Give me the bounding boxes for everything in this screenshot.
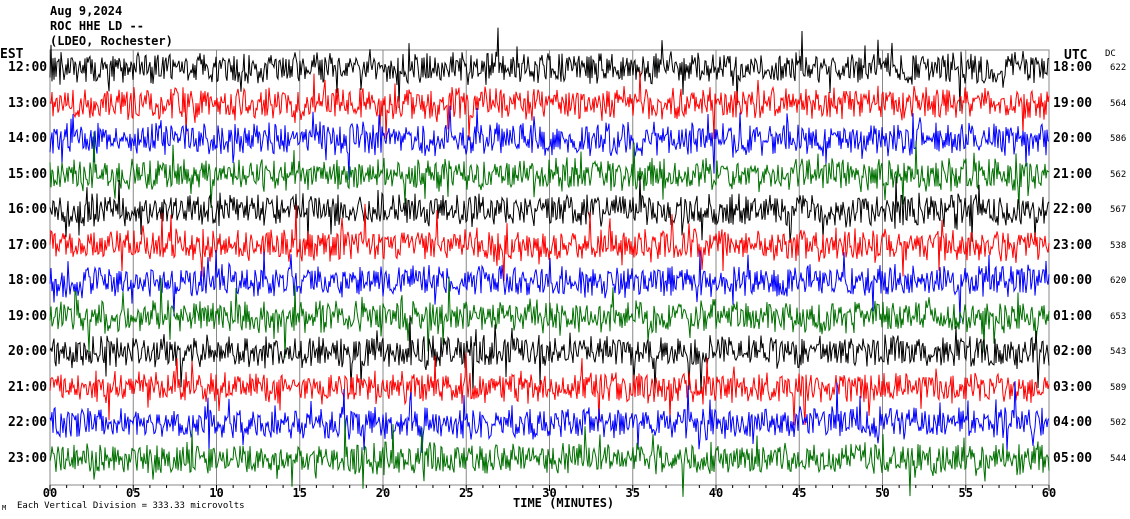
x-tick-label: 30 bbox=[542, 486, 557, 500]
trace-1800 bbox=[49, 249, 1050, 324]
x-tick-label: 25 bbox=[459, 486, 474, 500]
x-tick-label: 35 bbox=[625, 486, 640, 500]
est-label: 19:00 bbox=[8, 308, 48, 324]
x-tick-label: 05 bbox=[126, 486, 141, 500]
utc-label: 00:00 bbox=[1053, 273, 1093, 288]
station-label: ROC HHE LD -- bbox=[50, 19, 144, 33]
dc-value: 567 bbox=[1110, 205, 1127, 215]
trace-2100 bbox=[49, 352, 1050, 426]
trace-1400 bbox=[49, 105, 1050, 181]
dc-value: 589 bbox=[1110, 382, 1127, 393]
dc-value: 622 bbox=[1110, 63, 1127, 73]
trace-1500 bbox=[49, 131, 1050, 210]
dc-value: 543 bbox=[1110, 347, 1127, 357]
utc-label: 22:00 bbox=[1053, 202, 1093, 217]
dc-value: 502 bbox=[1110, 418, 1127, 428]
dc-label: DC bbox=[1105, 49, 1116, 59]
trace-1600 bbox=[49, 175, 1050, 245]
est-label: 16:00 bbox=[8, 202, 48, 217]
dc-value: 653 bbox=[1110, 311, 1127, 322]
x-axis-title: TIME (MINUTES) bbox=[513, 496, 615, 510]
est-label: 18:00 bbox=[8, 273, 48, 288]
utc-label: 05:00 bbox=[1053, 450, 1093, 466]
x-tick-label: 45 bbox=[792, 486, 807, 500]
dc-value: 562 bbox=[1110, 169, 1127, 180]
corner-mark: M bbox=[2, 504, 7, 512]
utc-axis-label: UTC bbox=[1064, 48, 1088, 63]
utc-label: 01:00 bbox=[1053, 308, 1093, 324]
est-label: 14:00 bbox=[8, 131, 48, 146]
dc-value: 620 bbox=[1110, 276, 1127, 286]
scale-note: Each Vertical Division = 333.33 microvol… bbox=[17, 501, 245, 511]
trace-2000 bbox=[49, 315, 1050, 394]
dc-value: 544 bbox=[1110, 453, 1127, 464]
trace-2200 bbox=[49, 381, 1050, 454]
x-tick-label: 60 bbox=[1041, 486, 1057, 500]
utc-label: 02:00 bbox=[1053, 344, 1093, 359]
dc-value: 538 bbox=[1110, 240, 1127, 251]
x-tick-label: 55 bbox=[958, 486, 973, 500]
est-label: 17:00 bbox=[8, 237, 48, 253]
utc-label: 23:00 bbox=[1053, 237, 1093, 253]
dc-value: 586 bbox=[1110, 134, 1127, 144]
utc-label: 21:00 bbox=[1053, 166, 1093, 182]
x-tick-label: 15 bbox=[292, 486, 307, 500]
x-tick-label: 10 bbox=[209, 486, 224, 500]
est-label: 15:00 bbox=[8, 166, 48, 182]
est-axis-label: EST bbox=[0, 47, 24, 62]
utc-label: 20:00 bbox=[1053, 131, 1093, 146]
trace-1900 bbox=[49, 276, 1050, 358]
est-label: 23:00 bbox=[8, 450, 48, 466]
est-label: 20:00 bbox=[8, 344, 48, 359]
x-tick-label: 40 bbox=[708, 486, 724, 500]
utc-label: 19:00 bbox=[1053, 95, 1093, 111]
est-label: 12:00 bbox=[8, 60, 48, 75]
trace-2300 bbox=[49, 417, 1050, 497]
trace-1200 bbox=[49, 27, 1050, 112]
x-tick-label: 50 bbox=[875, 486, 890, 500]
est-label: 21:00 bbox=[8, 379, 48, 395]
network-label: (LDEO, Rochester) bbox=[50, 34, 173, 48]
x-tick-label: 00 bbox=[42, 486, 58, 500]
est-label: 22:00 bbox=[8, 415, 48, 430]
date-label: Aug 9,2024 bbox=[50, 4, 123, 18]
utc-label: 18:00 bbox=[1053, 60, 1093, 75]
est-label: 13:00 bbox=[8, 95, 48, 111]
x-tick-label: 20 bbox=[375, 486, 391, 500]
utc-label: 04:00 bbox=[1053, 415, 1093, 430]
utc-label: 03:00 bbox=[1053, 379, 1093, 395]
dc-value: 564 bbox=[1110, 98, 1127, 109]
trace-1300 bbox=[49, 70, 1050, 140]
